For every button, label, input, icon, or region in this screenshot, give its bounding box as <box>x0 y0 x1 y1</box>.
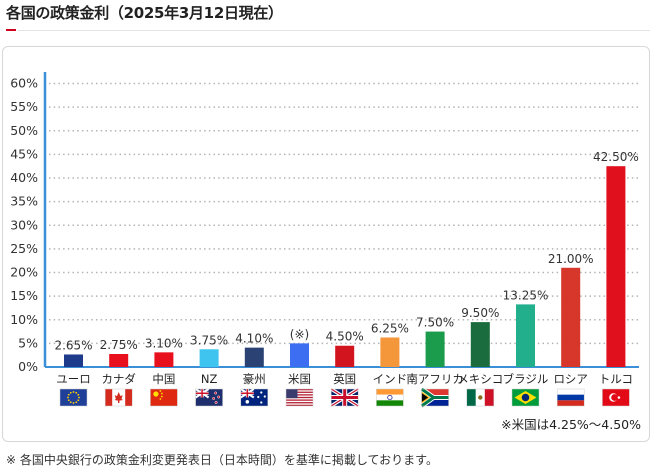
us-rate-note: ※米国は4.25%～4.50% <box>501 417 641 432</box>
category-label: カナダ <box>101 372 136 386</box>
policy-rate-chart: 0% 5% 10% 15% 20% 25% 30% 35% 40% 45% 50% 55% 60% 2.6… <box>10 72 641 432</box>
bar-12 <box>561 267 581 367</box>
bar-value-label: (※) <box>290 327 309 341</box>
bar-11 <box>516 304 535 367</box>
bar-13 <box>606 166 626 367</box>
turkey-flag-icon <box>602 388 630 407</box>
mexico-flag-icon <box>466 388 495 407</box>
usa-flag-icon <box>285 388 314 407</box>
y-tick-label: 10% <box>10 312 38 327</box>
y-tick-label: 0% <box>18 359 38 374</box>
bar-1 <box>64 354 83 367</box>
page-title: 各国の政策金利（2025年3月12日現在） <box>6 4 283 22</box>
category-label: インド <box>373 372 408 386</box>
bar-value-label: 13.25% <box>503 288 549 302</box>
category-label: 英国 <box>333 372 356 386</box>
australia-flag-icon <box>240 388 269 407</box>
category-label: 南アフリカ <box>406 372 464 386</box>
title-divider <box>18 30 650 31</box>
russia-flag-icon <box>556 388 585 407</box>
y-tick-label: 40% <box>10 170 38 185</box>
y-tick-label: 5% <box>18 335 38 350</box>
india-flag-icon <box>376 388 404 407</box>
y-tick-label: 60% <box>10 76 38 91</box>
y-tick-label: 35% <box>10 194 38 209</box>
bar-2 <box>109 354 129 367</box>
china-flag-icon <box>150 388 178 407</box>
category-label: トルコ <box>599 372 633 386</box>
chart-frame: 0% 5% 10% 15% 20% 25% 30% 35% 40% 45% 50% 55% 60% 2.6… <box>2 46 650 442</box>
bar-7 <box>335 345 355 367</box>
bar-value-label: 21.00% <box>548 252 594 266</box>
category-label: 中国 <box>152 372 175 386</box>
category-label: ブラジル <box>503 372 549 386</box>
y-tick-label: 15% <box>10 288 38 303</box>
bar-value-label: 9.50% <box>461 306 499 320</box>
bar-value-label: 6.25% <box>371 321 409 335</box>
bar-8 <box>380 337 400 367</box>
bar-10 <box>470 322 490 367</box>
category-label: ユーロ <box>56 372 91 386</box>
y-tick-label: 30% <box>10 217 38 232</box>
eu-flag-icon <box>59 388 88 407</box>
y-tick-label: 25% <box>10 241 38 256</box>
bar-value-label: 2.65% <box>54 338 92 352</box>
category-label: 豪州 <box>243 372 266 386</box>
y-tick-label: 45% <box>10 146 38 161</box>
bar-3 <box>154 352 174 367</box>
footnote: ※ 各国中央銀行の政策金利変更発表日（日本時間）を基準に掲載しております。 <box>6 453 438 467</box>
category-label: 米国 <box>288 372 311 386</box>
bar-4 <box>199 349 219 367</box>
bar-value-label: 42.50% <box>593 150 639 164</box>
y-tick-label: 50% <box>10 123 38 138</box>
y-tick-label: 55% <box>10 99 38 114</box>
category-label: ロシア <box>553 372 588 386</box>
bar-6 <box>290 343 309 367</box>
title-accent-line <box>6 29 16 31</box>
brazil-flag-icon <box>511 388 540 407</box>
bar-value-label: 4.50% <box>326 330 364 344</box>
y-tick-label: 20% <box>10 265 38 280</box>
bar-value-label: 3.10% <box>145 336 183 350</box>
canada-flag-icon <box>104 388 133 407</box>
bar-value-label: 7.50% <box>416 316 454 330</box>
bar-5 <box>244 347 264 367</box>
uk-flag-icon <box>330 387 360 408</box>
bar-value-label: 2.75% <box>100 338 138 352</box>
bar-value-label: 4.10% <box>235 332 273 346</box>
new-zealand-flag-icon <box>194 388 223 407</box>
bar-value-label: 3.75% <box>190 333 228 347</box>
bar-9 <box>425 331 445 367</box>
category-label: NZ <box>201 372 218 386</box>
category-label: メキシコ <box>457 372 503 386</box>
south-africa-flag-icon <box>420 386 449 409</box>
